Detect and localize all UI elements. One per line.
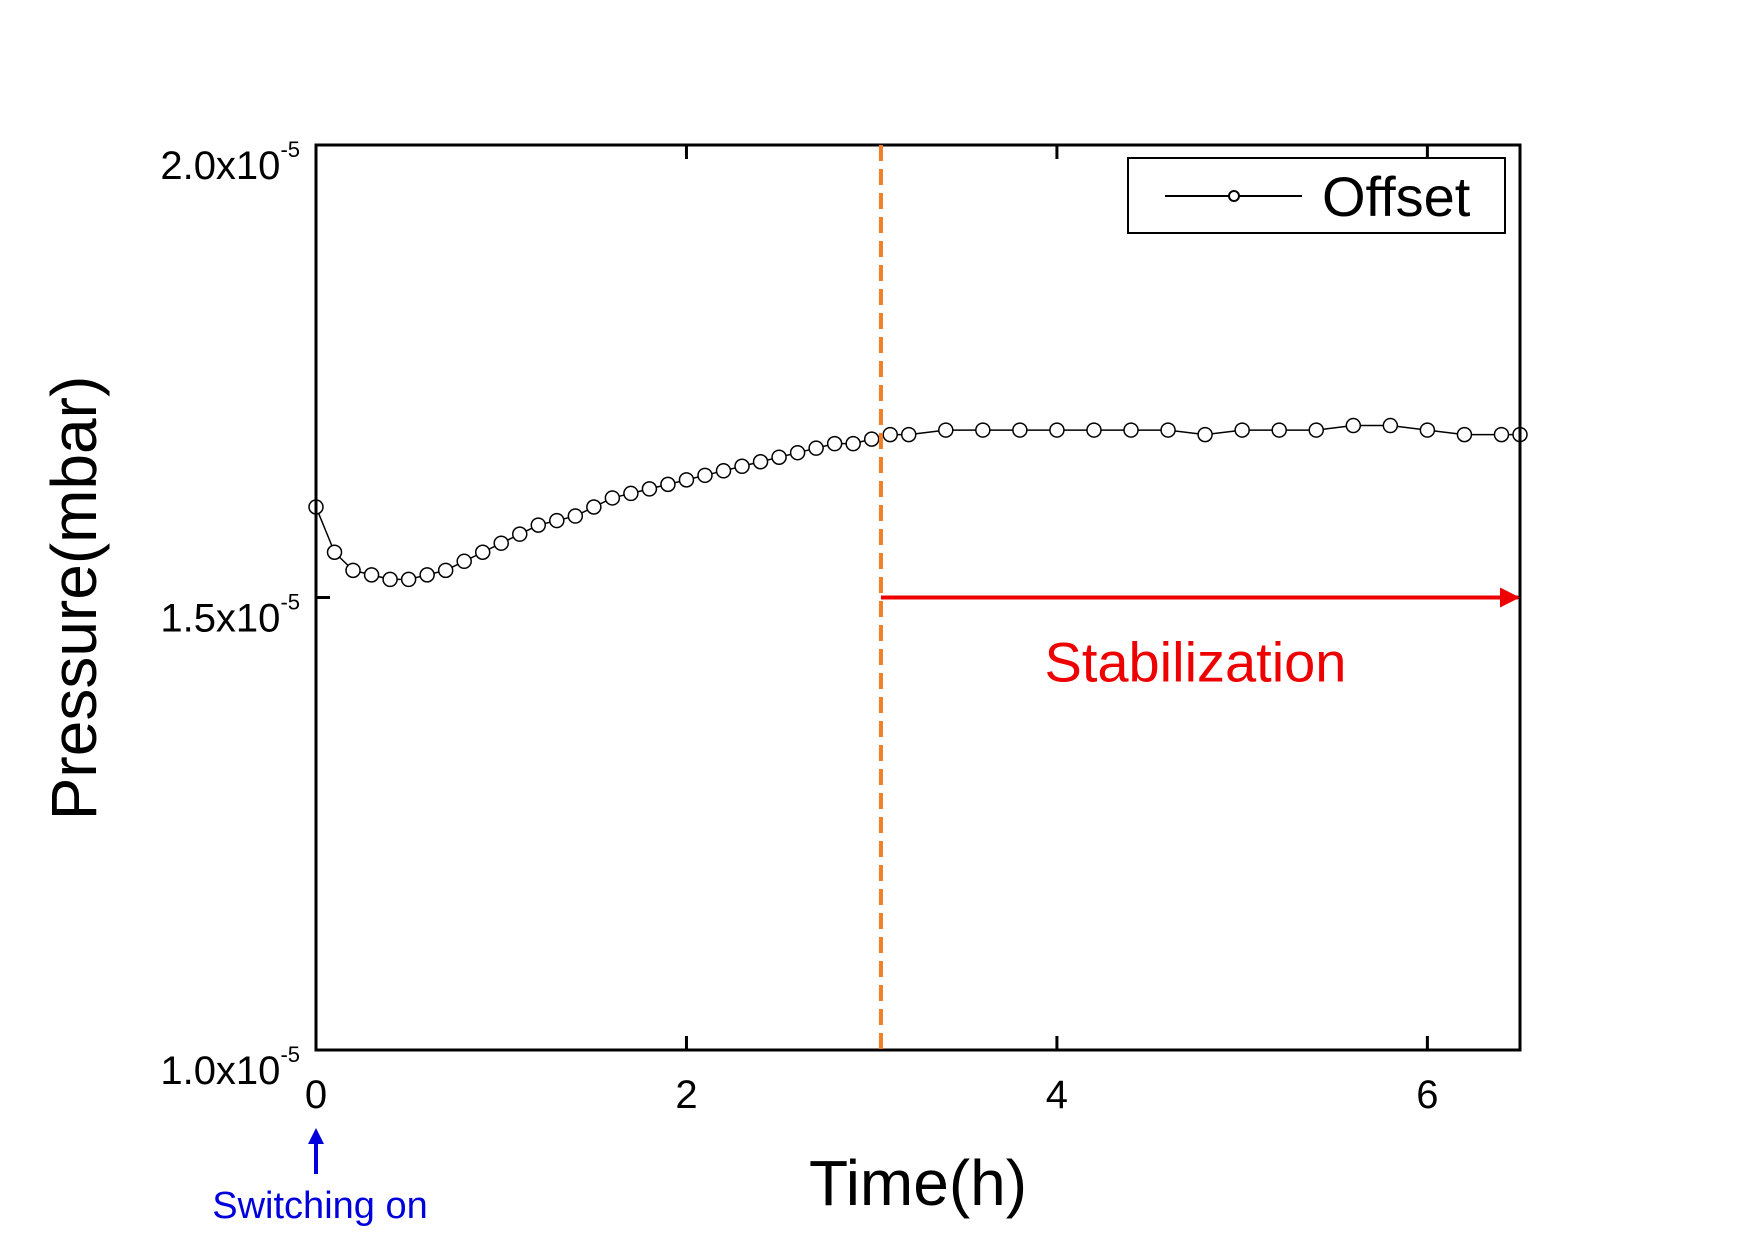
data-point [1197, 426, 1213, 443]
data-point [641, 481, 658, 497]
y-axis: 1.0x10-5 1.5x10-5 2.0x10-5 [160, 137, 1520, 1093]
data-point [808, 440, 824, 456]
data-point [474, 544, 491, 560]
data-point [326, 544, 343, 560]
data-point [456, 553, 472, 570]
data-point [419, 567, 435, 583]
data-point [1271, 422, 1287, 438]
data-point [752, 454, 769, 470]
series-line-offset [315, 424, 1520, 581]
data-series-offset [308, 417, 1528, 588]
data-point [530, 517, 547, 533]
y-tick-label: 1.0x10-5 [160, 1042, 300, 1093]
data-point [1419, 422, 1436, 438]
data-point [660, 476, 676, 493]
data-point [1308, 422, 1324, 438]
legend-marker [1228, 190, 1240, 202]
data-point [715, 463, 732, 479]
y-tick-label: 2.0x10-5 [160, 137, 300, 188]
x-tick-label: 4 [1046, 1073, 1068, 1117]
data-point [734, 458, 750, 475]
switching-on-arrowhead [308, 1128, 324, 1144]
data-point [975, 422, 991, 438]
data-point [493, 535, 509, 551]
x-tick-label: 2 [675, 1073, 697, 1117]
data-point [1123, 422, 1139, 438]
data-point [382, 571, 398, 588]
data-point [1382, 417, 1399, 434]
data-point [845, 435, 861, 452]
stabilization-label: Stabilization [1044, 631, 1346, 694]
data-point [826, 435, 843, 452]
data-point [771, 449, 787, 465]
x-tick-label: 6 [1416, 1073, 1438, 1117]
x-tick-label: 0 [305, 1073, 327, 1117]
data-point [1234, 422, 1250, 438]
data-point [1012, 422, 1028, 438]
data-point [363, 567, 380, 583]
data-point [512, 526, 528, 542]
data-point [1086, 422, 1102, 438]
data-point [1493, 426, 1510, 443]
data-point [400, 571, 417, 588]
legend-label-offset: Offset [1322, 165, 1471, 228]
data-point [938, 422, 954, 438]
y-tick-label: 1.5x10-5 [160, 590, 300, 641]
data-point [1160, 422, 1176, 438]
data-point [900, 426, 917, 443]
data-point [567, 508, 584, 524]
data-point [697, 467, 713, 484]
data-point [863, 431, 880, 447]
switching-on-label: Switching on [212, 1185, 427, 1227]
y-axis-label: Pressure(mbar) [38, 376, 110, 821]
x-axis-label: Time(h) [809, 1147, 1027, 1219]
x-axis: 0 2 4 6 [305, 145, 1439, 1117]
data-point [1456, 426, 1473, 443]
data-point [604, 490, 621, 506]
data-point [789, 444, 806, 461]
legend: Offset [1127, 157, 1506, 234]
data-point [586, 499, 602, 515]
data-point [549, 512, 565, 529]
data-point [1049, 422, 1065, 438]
data-point [882, 426, 898, 443]
data-point [437, 562, 454, 579]
data-point [623, 485, 639, 502]
data-point [678, 472, 695, 488]
data-point [345, 562, 361, 579]
data-point [1345, 417, 1362, 434]
